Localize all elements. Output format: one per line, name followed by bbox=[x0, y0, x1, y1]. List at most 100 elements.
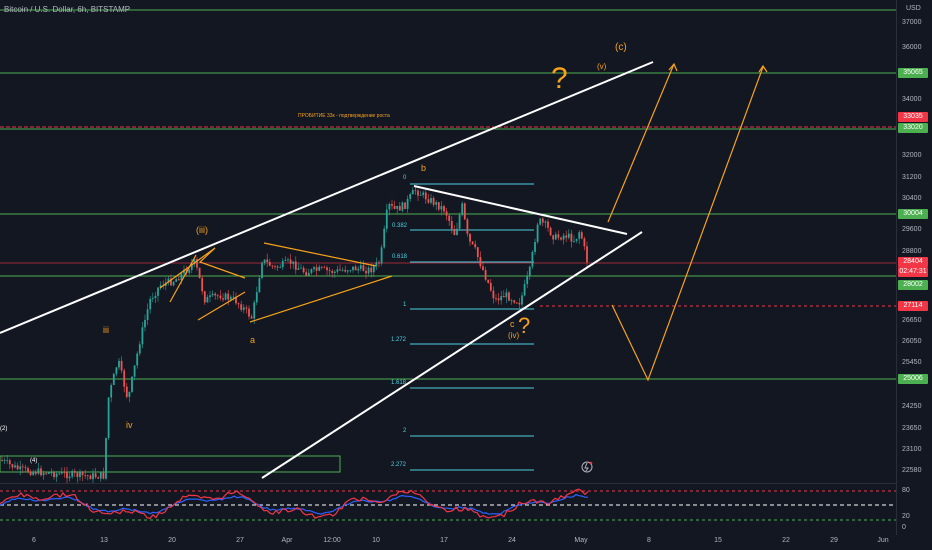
question-mark-small[interactable]: ? bbox=[518, 313, 530, 338]
green-rectangle[interactable] bbox=[0, 455, 341, 473]
candle-body bbox=[391, 203, 393, 206]
candle-body bbox=[440, 206, 443, 210]
fib-retracement[interactable] bbox=[410, 183, 534, 471]
price-tag-28002[interactable]: 28002 bbox=[898, 280, 928, 290]
orange-projection-line[interactable] bbox=[607, 63, 675, 223]
candle-body bbox=[500, 296, 503, 301]
orange-triangle-bottom[interactable] bbox=[249, 275, 393, 323]
price-label: 36000 bbox=[902, 44, 922, 51]
price-tag-last[interactable]: 28404 bbox=[898, 257, 928, 267]
time-label: 6 bbox=[32, 537, 36, 544]
candle-body bbox=[133, 365, 136, 377]
triangle-upper-line[interactable] bbox=[413, 185, 628, 235]
candle-body bbox=[66, 472, 68, 479]
price-tag-30004[interactable]: 30004 bbox=[898, 209, 928, 219]
candle-body bbox=[86, 475, 89, 477]
orange-projection-path[interactable] bbox=[611, 66, 764, 382]
candle-body bbox=[495, 298, 497, 300]
candle-body bbox=[235, 296, 237, 304]
candle-body bbox=[97, 477, 100, 479]
candle-body bbox=[578, 232, 581, 239]
orange-line-1[interactable] bbox=[169, 254, 197, 303]
candle-body bbox=[123, 370, 126, 387]
price-tag-33035[interactable]: 33035 bbox=[898, 112, 928, 122]
candle-body bbox=[417, 190, 419, 196]
price-tag-35065[interactable]: 35065 bbox=[898, 68, 928, 78]
time-label: 10 bbox=[372, 537, 380, 544]
wave-label-a[interactable]: a bbox=[250, 335, 255, 345]
wave-label-iii-small[interactable]: (iii) bbox=[196, 225, 208, 235]
wave-label-iii[interactable]: iii bbox=[103, 325, 109, 335]
wave-label-b[interactable]: b bbox=[421, 163, 426, 173]
candle-body bbox=[94, 473, 97, 478]
candle-body bbox=[565, 235, 568, 238]
oscillator-pane[interactable] bbox=[0, 488, 896, 521]
candle-body bbox=[528, 266, 531, 277]
candle-body bbox=[175, 279, 178, 282]
wave-label-iv-paren[interactable]: (iv) bbox=[508, 331, 519, 340]
price-tag-25006[interactable]: 25006 bbox=[898, 374, 928, 384]
candle-body bbox=[388, 203, 391, 210]
candle-body bbox=[479, 257, 482, 267]
candle-body bbox=[19, 466, 22, 470]
candle-body bbox=[573, 240, 575, 242]
orange-wave-iii[interactable] bbox=[159, 247, 246, 289]
candle-body bbox=[240, 304, 243, 310]
candle-body bbox=[567, 233, 570, 238]
candle-body bbox=[372, 266, 375, 273]
candle-body bbox=[302, 267, 305, 273]
channel-lower-line[interactable] bbox=[261, 231, 643, 479]
candle-body bbox=[55, 473, 58, 478]
candle-body bbox=[341, 269, 344, 271]
question-mark-top[interactable]: ? bbox=[551, 62, 568, 95]
candlestick-series[interactable] bbox=[1, 185, 588, 484]
candle-body bbox=[414, 190, 417, 191]
lightning-icon[interactable] bbox=[581, 461, 593, 473]
candle-body bbox=[575, 238, 578, 241]
orange-line-2[interactable] bbox=[197, 291, 246, 321]
wave-label-iv[interactable]: iv bbox=[126, 420, 133, 430]
symbol-title[interactable]: Bitcoin / U.S. Dollar, 6h, BITSTAMP bbox=[4, 5, 131, 14]
candle-body bbox=[50, 472, 53, 474]
candle-body bbox=[393, 205, 396, 209]
price-tag-33020[interactable]: 33020 bbox=[898, 123, 928, 133]
candle-body bbox=[307, 272, 310, 276]
candle-body bbox=[110, 385, 113, 398]
wave-label-v[interactable]: (v) bbox=[597, 62, 607, 71]
candle-body bbox=[396, 205, 399, 209]
pane-separator[interactable] bbox=[0, 483, 896, 484]
candle-body bbox=[534, 241, 536, 252]
candle-body bbox=[586, 246, 588, 263]
candle-body bbox=[469, 233, 471, 242]
osc-scale-label: 0 bbox=[902, 524, 906, 531]
candle-body bbox=[515, 302, 518, 304]
osc-scale-label: 80 bbox=[902, 487, 910, 494]
candle-body bbox=[513, 300, 516, 303]
price-label: 23650 bbox=[902, 425, 922, 432]
candle-body bbox=[279, 267, 282, 269]
candle-body bbox=[300, 267, 302, 269]
wave-label-c[interactable]: c bbox=[510, 319, 515, 329]
annotation-text[interactable]: ПРОБИТИЕ 33к - подтверждение роста bbox=[298, 113, 390, 119]
candle-body bbox=[435, 202, 438, 205]
wave-label-4[interactable]: (4) bbox=[30, 458, 37, 464]
candle-body bbox=[60, 472, 63, 474]
candle-body bbox=[427, 199, 430, 203]
channel-upper-line[interactable] bbox=[0, 61, 654, 334]
candle-body bbox=[443, 206, 445, 212]
time-label: 17 bbox=[440, 537, 448, 544]
wave-label-2[interactable]: (2) bbox=[0, 426, 7, 432]
candle-body bbox=[344, 269, 347, 272]
candle-body bbox=[11, 464, 14, 468]
candle-body bbox=[510, 300, 513, 302]
price-tag-27114[interactable]: 27114 bbox=[898, 301, 928, 311]
candle-body bbox=[261, 263, 263, 278]
candle-body bbox=[547, 221, 549, 228]
candle-body bbox=[1, 460, 3, 461]
candle-body bbox=[531, 251, 534, 267]
candle-body bbox=[258, 277, 261, 293]
time-label: 29 bbox=[830, 537, 838, 544]
wave-label-c-big[interactable]: (c) bbox=[615, 42, 627, 53]
orange-triangle-top[interactable] bbox=[263, 242, 377, 267]
